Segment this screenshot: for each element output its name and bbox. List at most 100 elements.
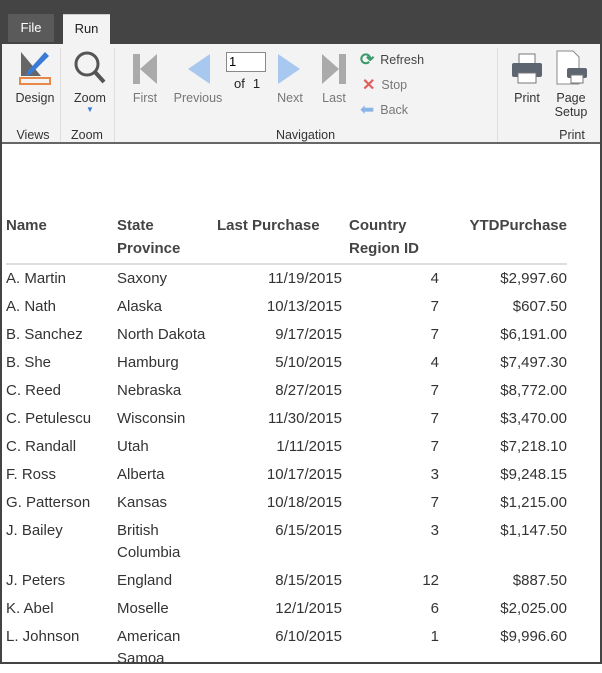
- cell-name: J. Peters: [6, 572, 66, 589]
- cell-state-province: Hamburg: [117, 354, 179, 371]
- cell-ytd-purchase: $9,248.15: [500, 466, 567, 483]
- header-last-purchase: Last Purchase: [217, 217, 320, 234]
- cell-state-province: England: [117, 572, 173, 589]
- cell-ytd-purchase: $6,191.00: [500, 326, 567, 343]
- header-name: Name: [6, 217, 47, 234]
- cell-last-purchase: 11/19/2015: [268, 270, 342, 287]
- cell-name: F. Ross: [6, 466, 57, 483]
- cell-state-province: Saxony: [117, 270, 168, 287]
- cell-last-purchase: 9/17/2015: [275, 326, 342, 343]
- printer-icon: [512, 53, 542, 84]
- cell-country-region-id: 7: [430, 382, 439, 399]
- header-country-region-id: Country Region ID: [349, 217, 419, 257]
- design-button[interactable]: Design: [10, 48, 60, 105]
- cell-last-purchase: 1/11/2015: [276, 438, 342, 455]
- cell-name: L. Johnson: [6, 628, 80, 645]
- stop-button[interactable]: ✕ Stop: [362, 77, 408, 94]
- cell-last-purchase: 10/13/2015: [266, 298, 342, 315]
- next-button[interactable]: Next: [270, 48, 310, 105]
- cell-state-province: British Columbia: [117, 522, 181, 561]
- cell-ytd-purchase: $8,772.00: [500, 382, 567, 399]
- previous-button[interactable]: Previous: [172, 48, 224, 105]
- table-row: J. Bailey British Columbia 6/15/2015 3 $1,14…: [6, 517, 567, 567]
- table-row: C. Reed Nebraska 8/27/2015 7 $8,772.00: [6, 377, 567, 405]
- report-table: Name State Province Last Purchase Countr…: [6, 214, 567, 673]
- refresh-icon: ⟳: [360, 50, 375, 69]
- separator: [497, 48, 498, 142]
- cell-state-province: North Dakota: [117, 326, 206, 343]
- cell-last-purchase: 11/30/2015: [268, 410, 342, 427]
- cell-name: A. Martin: [6, 270, 67, 287]
- page-number-input[interactable]: 1: [226, 52, 266, 72]
- table-row: G. Patterson Kansas 10/18/2015 7 $1,215.00: [6, 489, 567, 517]
- print-button[interactable]: Print: [508, 48, 546, 105]
- cell-state-province: Alaska: [117, 298, 163, 315]
- cell-name: G. Patterson: [6, 494, 91, 511]
- cell-state-province: Kansas: [117, 494, 168, 511]
- cell-name: B. Sanchez: [6, 326, 83, 343]
- group-label-views: Views: [16, 128, 50, 142]
- table-row: B. Sanchez North Dakota 9/17/2015 7 $6,191.0…: [6, 321, 567, 349]
- cell-last-purchase: 8/15/2015: [275, 572, 342, 589]
- page-setup-button[interactable]: Page Setup: [550, 48, 592, 119]
- cell-name: B. She: [6, 354, 52, 371]
- zoom-button[interactable]: Zoom ▼: [66, 48, 114, 114]
- cell-state-province: American Samoa: [117, 628, 181, 667]
- last-page-icon: [322, 54, 346, 84]
- table-row: C. Petulescu Wisconsin 11/30/2015 7 $3,470.0…: [6, 405, 567, 433]
- table-row: C. Randall Utah 1/11/2015 7 $7,218.10: [6, 433, 567, 461]
- cell-ytd-purchase: $1,215.00: [500, 494, 567, 511]
- cell-ytd-purchase: $9,996.60: [500, 628, 567, 645]
- tab-run[interactable]: Run: [63, 14, 110, 44]
- cell-name: J. Bailey: [6, 522, 63, 539]
- cell-country-region-id: 7: [430, 494, 439, 511]
- next-icon: [278, 54, 300, 84]
- cell-last-purchase: 5/10/2015: [275, 354, 342, 371]
- group-label-navigation: Navigation: [275, 128, 336, 142]
- cell-state-province: Nebraska: [117, 382, 182, 399]
- cell-country-region-id: 6: [430, 600, 439, 617]
- table-header-row: Name State Province Last Purchase Countr…: [6, 214, 567, 264]
- cell-country-region-id: 4: [430, 354, 439, 371]
- cell-last-purchase: 8/27/2015: [275, 382, 342, 399]
- cell-ytd-purchase: $2,025.00: [500, 600, 567, 617]
- title-bar: File Run: [0, 0, 602, 44]
- cell-ytd-purchase: $887.50: [512, 572, 567, 589]
- magnifier-icon: [74, 51, 106, 84]
- cell-country-region-id: 7: [430, 410, 439, 427]
- group-label-print: Print: [559, 128, 585, 142]
- cell-state-province: Utah: [117, 438, 149, 455]
- back-button[interactable]: ⬅ Back: [360, 100, 409, 119]
- cell-last-purchase: 6/10/2015: [275, 628, 342, 645]
- cell-ytd-purchase: $7,497.30: [500, 354, 567, 371]
- table-row: A. Martin Saxony 11/19/2015 4 $2,997.60: [6, 264, 567, 293]
- previous-icon: [188, 54, 210, 84]
- cell-ytd-purchase: $607.50: [512, 298, 567, 315]
- separator: [114, 48, 115, 142]
- cell-country-region-id: 1: [430, 628, 439, 645]
- last-button[interactable]: Last: [314, 48, 354, 105]
- table-row: B. She Hamburg 5/10/2015 4 $7,497.30: [6, 349, 567, 377]
- refresh-button[interactable]: ⟳ Refresh: [360, 50, 425, 69]
- group-label-zoom: Zoom: [71, 128, 103, 142]
- cell-ytd-purchase: $3,470.00: [500, 410, 567, 427]
- header-ytd-purchase: YTDPurchase: [469, 217, 567, 234]
- cell-name: C. Petulescu: [6, 410, 92, 427]
- cell-ytd-purchase: $2,997.60: [500, 270, 567, 287]
- page-setup-icon: [556, 50, 587, 85]
- tab-file[interactable]: File: [8, 14, 54, 42]
- cell-state-province: Wisconsin: [117, 410, 186, 427]
- first-button[interactable]: First: [124, 48, 166, 105]
- stop-icon: ✕: [362, 77, 376, 94]
- chevron-down-icon: ▼: [86, 105, 94, 114]
- header-state-province: State Province: [117, 217, 181, 257]
- design-icon: [19, 52, 51, 85]
- table-row: A. Nath Alaska 10/13/2015 7 $607.50: [6, 293, 567, 321]
- cell-country-region-id: 3: [430, 466, 439, 483]
- ribbon: Design Zoom ▼ First Previous 1 of 1 Next …: [2, 44, 600, 144]
- cell-name: K. Abel: [6, 600, 54, 617]
- page-count: of 1: [234, 76, 261, 91]
- cell-country-region-id: 12: [422, 572, 439, 589]
- cell-country-region-id: 4: [430, 270, 439, 287]
- cell-ytd-purchase: $1,147.50: [500, 522, 567, 539]
